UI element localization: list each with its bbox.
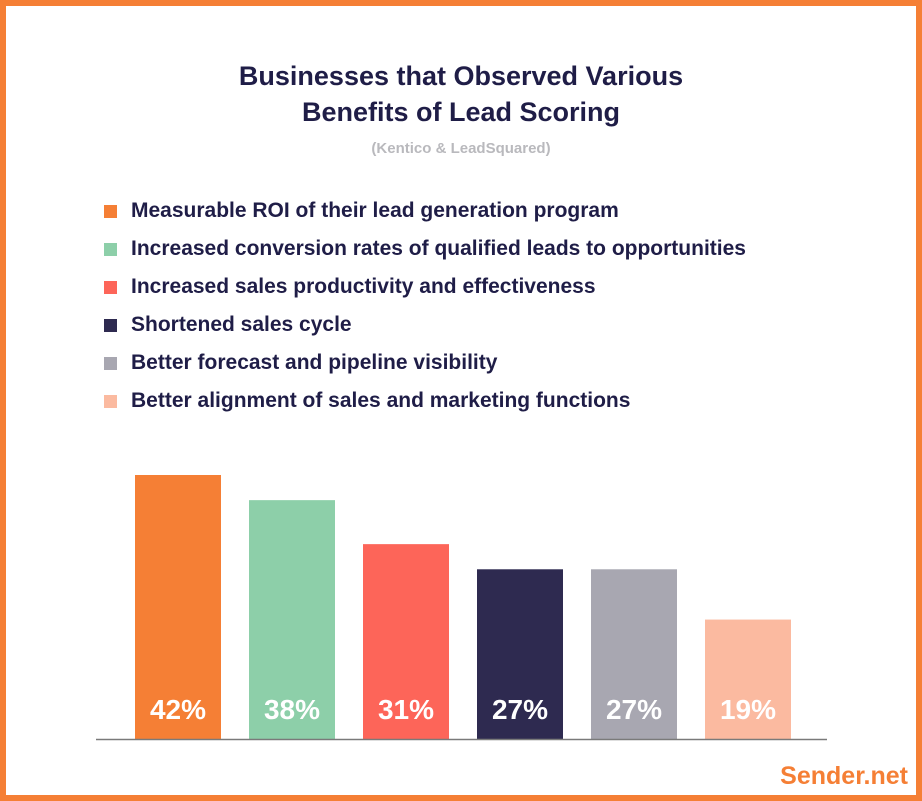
bar-value-label: 27% bbox=[492, 694, 548, 725]
legend-label: Better forecast and pipeline visibility bbox=[131, 351, 498, 374]
bar bbox=[363, 544, 449, 739]
legend-item: Shortened sales cycle bbox=[104, 306, 746, 344]
bar bbox=[591, 569, 677, 739]
bar-value-label: 42% bbox=[150, 694, 206, 725]
legend-item: Measurable ROI of their lead generation … bbox=[104, 192, 746, 230]
chart-title: Businesses that Observed Various Benefit… bbox=[0, 58, 922, 130]
chart-title-line-1: Businesses that Observed Various bbox=[238, 61, 684, 91]
bar bbox=[135, 475, 221, 739]
legend-swatch bbox=[104, 356, 117, 370]
legend-label: Increased conversion rates of qualified … bbox=[131, 237, 746, 260]
bar-value-label: 19% bbox=[720, 694, 776, 725]
brand-logo-text: Sender.net bbox=[780, 762, 908, 790]
legend-label: Better alignment of sales and marketing … bbox=[131, 389, 631, 412]
bar bbox=[477, 569, 563, 739]
bar-value-label: 38% bbox=[264, 694, 320, 725]
legend-item: Increased conversion rates of qualified … bbox=[104, 230, 746, 268]
legend-item: Better alignment of sales and marketing … bbox=[104, 382, 746, 420]
legend-label: Measurable ROI of their lead generation … bbox=[131, 199, 619, 222]
chart-title-line-2: Benefits of Lead Scoring bbox=[301, 97, 621, 127]
legend-swatch bbox=[104, 242, 117, 256]
legend-swatch bbox=[104, 280, 117, 294]
legend-swatch bbox=[104, 394, 117, 408]
legend-label: Increased sales productivity and effecti… bbox=[131, 275, 596, 298]
bar-value-label: 31% bbox=[378, 694, 434, 725]
legend-label: Shortened sales cycle bbox=[131, 313, 352, 336]
bar-chart: 42% 38% 31% 27% 27% 19% bbox=[96, 475, 827, 741]
legend-item: Increased sales productivity and effecti… bbox=[104, 268, 746, 306]
bar-value-label: 27% bbox=[606, 694, 662, 725]
bar bbox=[705, 619, 791, 739]
chart-legend: Measurable ROI of their lead generation … bbox=[104, 192, 746, 420]
bar bbox=[249, 500, 335, 739]
chart-subtitle: (Kentico & LeadSquared) bbox=[371, 140, 551, 157]
legend-swatch bbox=[104, 318, 117, 332]
legend-swatch bbox=[104, 204, 117, 218]
legend-item: Better forecast and pipeline visibility bbox=[104, 344, 746, 382]
